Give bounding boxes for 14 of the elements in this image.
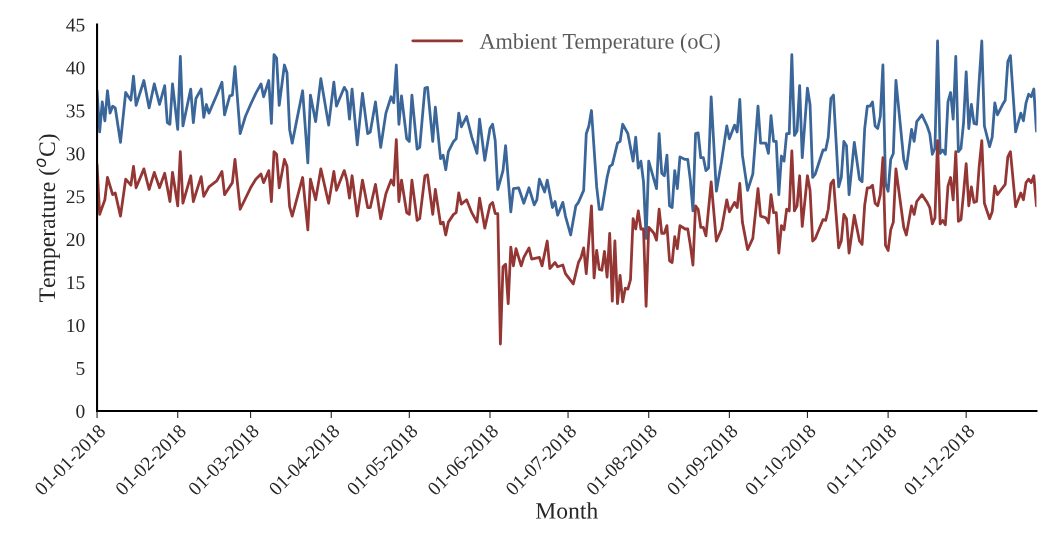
line-series — [97, 138, 1037, 346]
y-tick-label: 35 — [66, 104, 85, 118]
y-tick-label: 40 — [66, 61, 85, 75]
y-axis-title: Temperature ($^{o}$C) — [36, 134, 60, 302]
legend-label: Ambient Temperature (oC) — [479, 33, 720, 54]
x-axis-title: Month — [535, 502, 598, 519]
y-tick-label: 20 — [66, 233, 85, 247]
y-tick-label: 10 — [67, 318, 85, 333]
y-tick-label: 15 — [67, 276, 85, 290]
y-tick-label: 45 — [66, 18, 85, 32]
y-tick-label: 30 — [66, 147, 85, 161]
y-tick-label: 25 — [66, 190, 85, 204]
y-tick-label: 0 — [76, 404, 85, 418]
y-tick-label: 5 — [76, 362, 85, 376]
